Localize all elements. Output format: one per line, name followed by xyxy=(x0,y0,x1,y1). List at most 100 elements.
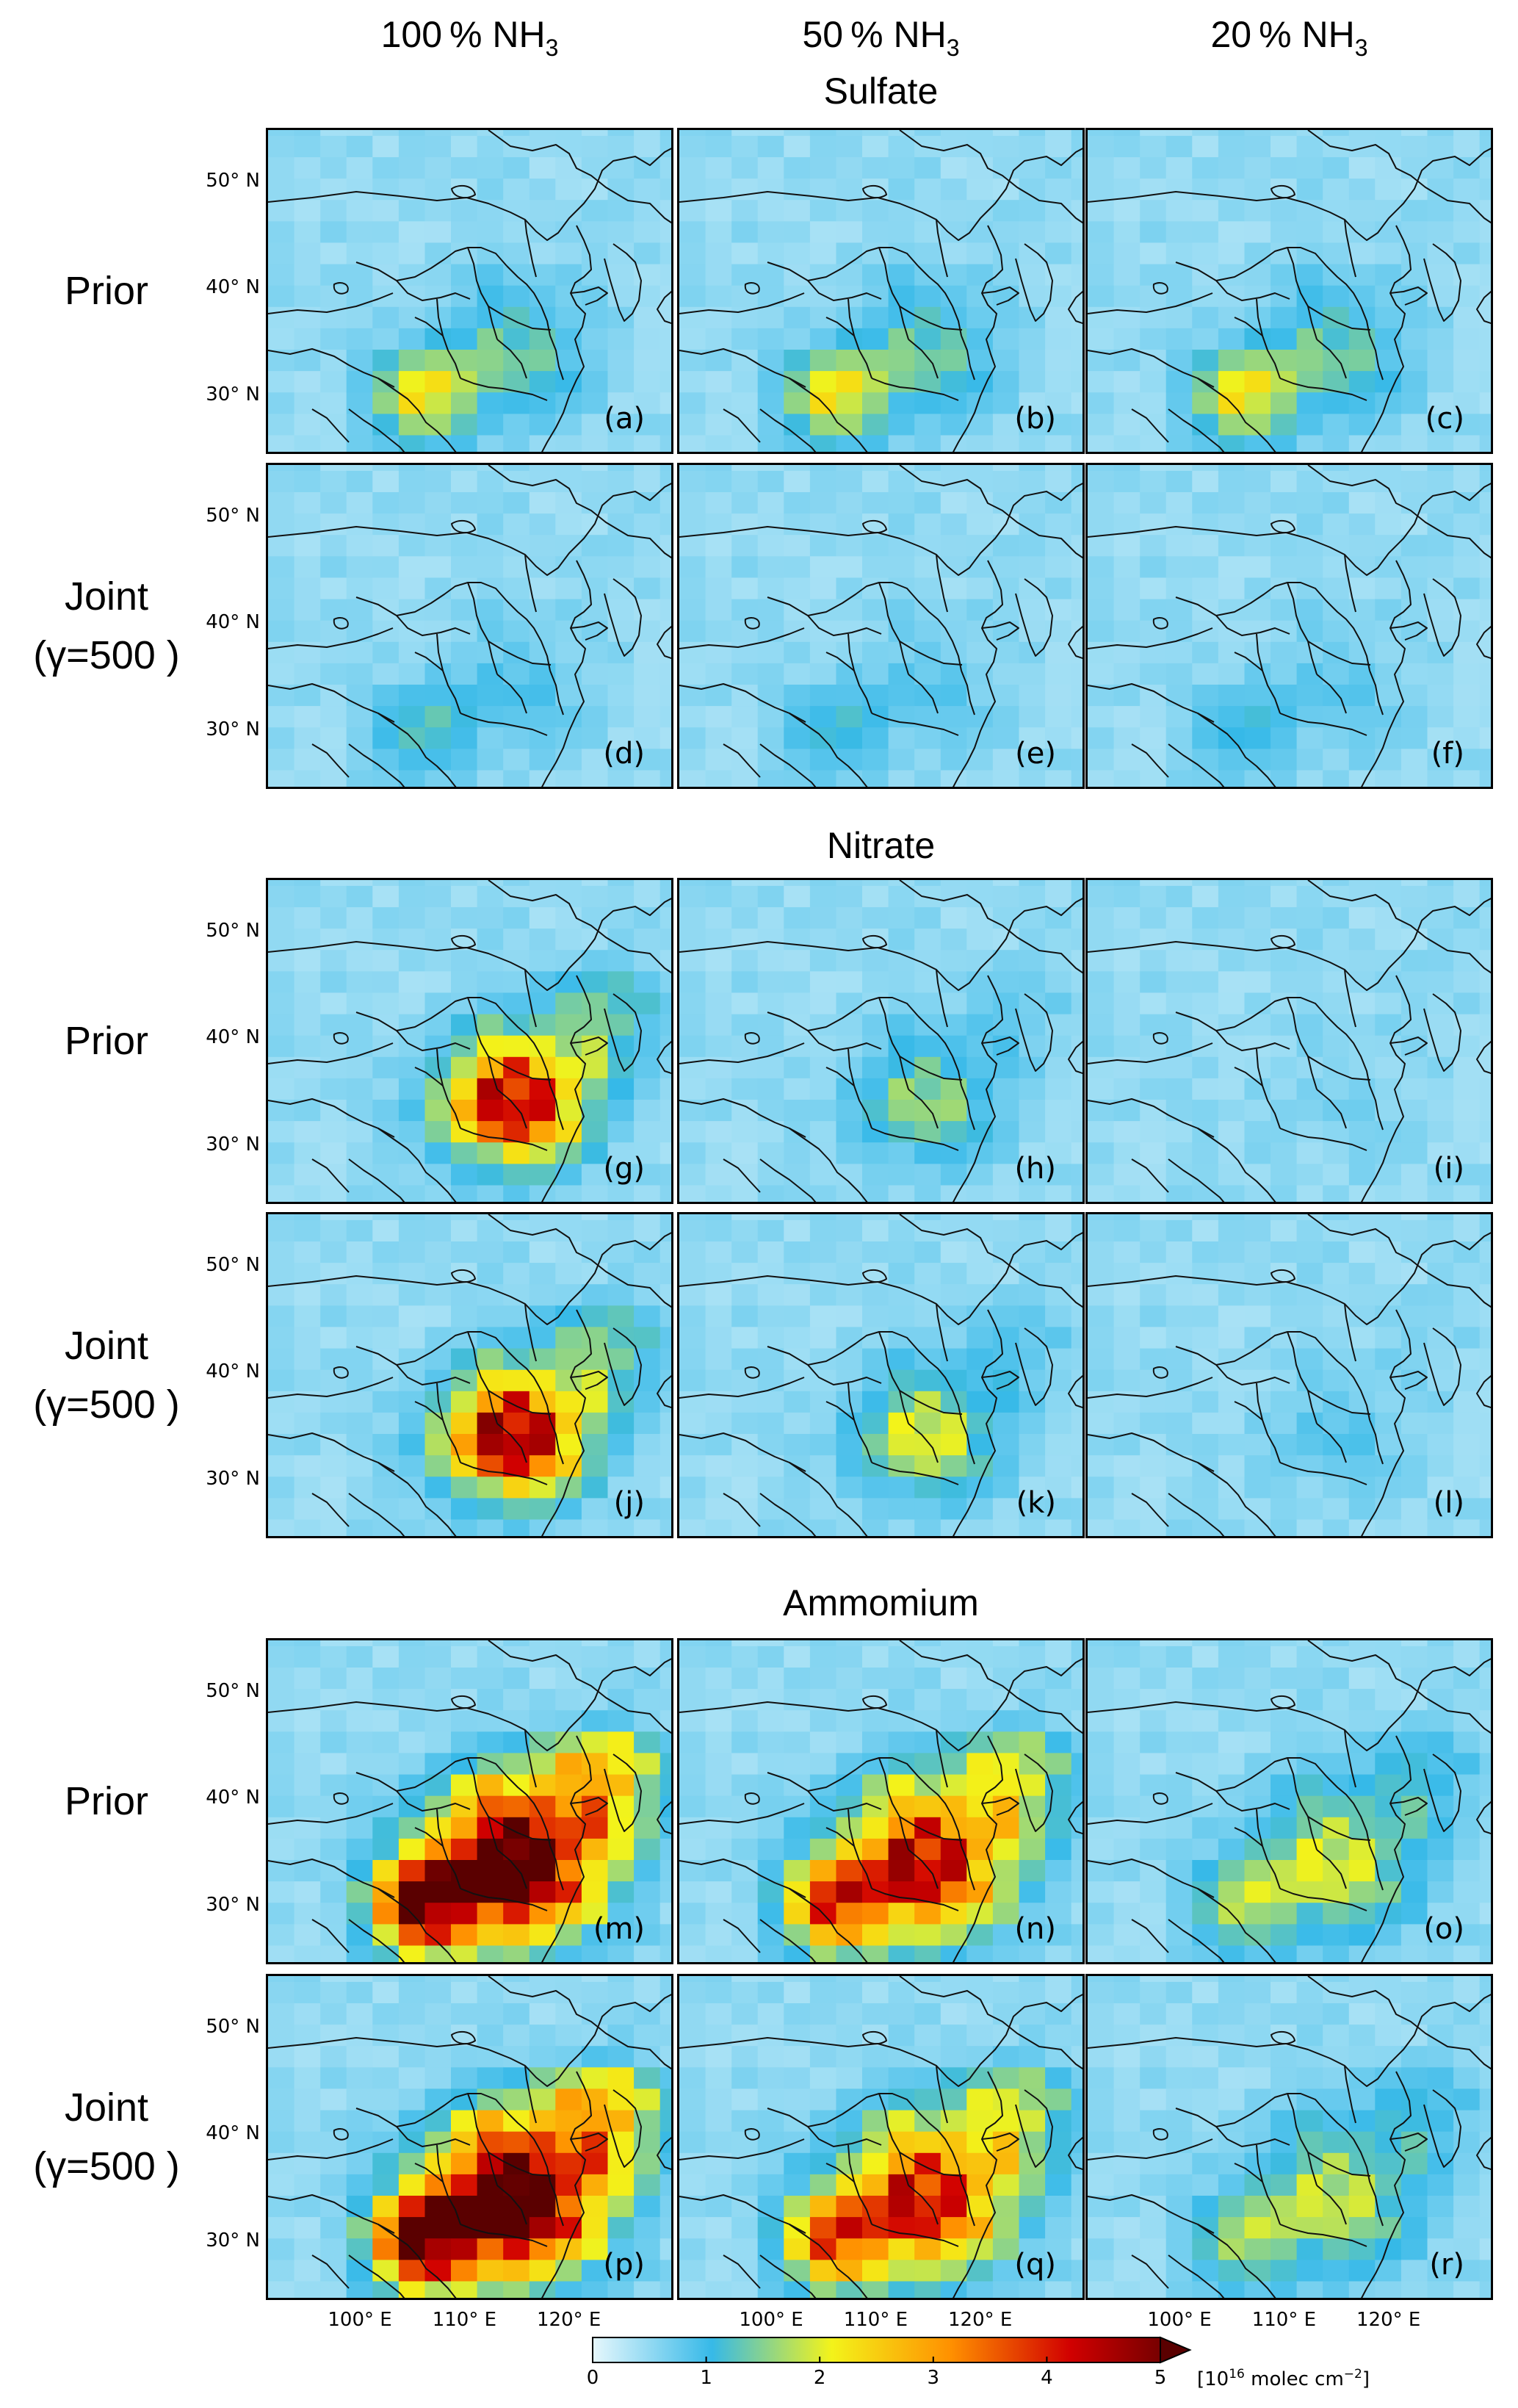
map-border-line xyxy=(807,2093,919,2127)
grid-cell xyxy=(888,1976,915,1982)
grid-cell xyxy=(477,285,504,307)
grid-cell xyxy=(1192,1142,1219,1164)
grid-cell xyxy=(1071,220,1083,243)
column-header-subscript: 3 xyxy=(545,35,559,61)
grid-cell xyxy=(503,1241,530,1264)
map-border-line xyxy=(451,1269,476,1283)
map-border-line xyxy=(524,219,537,278)
grid-cell xyxy=(555,928,582,951)
grid-cell xyxy=(451,1944,478,1962)
grid-cell xyxy=(529,513,556,536)
grid-cell xyxy=(1165,1056,1193,1078)
grid-cell xyxy=(268,1902,295,1925)
grid-cell xyxy=(679,1035,706,1057)
grid-cell xyxy=(784,1640,811,1646)
grid-cell xyxy=(634,2216,661,2239)
grid-cell xyxy=(555,1214,582,1220)
map-border-line xyxy=(436,1809,461,1889)
grid-cell xyxy=(1218,1214,1246,1220)
grid-cell xyxy=(1045,1688,1072,1711)
grid-cell xyxy=(679,1667,706,1690)
grid-cell xyxy=(451,599,478,621)
grid-cell xyxy=(1192,1817,1219,1839)
grid-cell xyxy=(1045,885,1072,907)
grid-cell xyxy=(992,1640,1020,1646)
grid-cell xyxy=(451,1774,478,1796)
grid-cell xyxy=(1453,328,1481,350)
grid-cell xyxy=(503,1184,530,1202)
grid-cell xyxy=(1453,264,1481,286)
grid-cell xyxy=(888,2174,915,2196)
map-border-line xyxy=(1476,1800,1491,1835)
grid-cell xyxy=(1296,748,1323,771)
grid-cell xyxy=(346,434,373,452)
map-border-line xyxy=(1326,1349,1370,1421)
grid-cell xyxy=(477,1859,504,1882)
map-border-line xyxy=(1279,1128,1367,1151)
grid-cell xyxy=(581,470,609,492)
grid-cell xyxy=(1165,1795,1193,1817)
grid-cell xyxy=(1192,949,1219,972)
map-border-line xyxy=(1088,1042,1213,1064)
grid-cell xyxy=(1453,663,1481,685)
grid-cell xyxy=(992,1518,1020,1536)
grid-cell xyxy=(451,1640,478,1646)
grid-cell xyxy=(1296,285,1323,307)
grid-cell xyxy=(888,1078,915,1100)
grid-cell xyxy=(607,220,635,243)
map-border-line xyxy=(1307,306,1371,331)
grid-cell xyxy=(1071,2280,1083,2298)
grid-cell xyxy=(705,1518,732,1536)
grid-cell xyxy=(268,1283,295,1306)
grid-cell xyxy=(1271,1391,1298,1413)
grid-cell xyxy=(1140,2003,1167,2025)
grid-cell xyxy=(581,1120,609,1143)
grid-cell xyxy=(1427,1476,1454,1499)
grid-cell xyxy=(1479,748,1491,771)
map-border-line xyxy=(1088,683,1215,723)
grid-cell xyxy=(659,1923,671,1946)
grid-cell xyxy=(607,555,635,578)
grid-cell xyxy=(607,1731,635,1753)
grid-cell xyxy=(503,1433,530,1456)
grid-cell xyxy=(966,1412,994,1434)
grid-cell xyxy=(809,2003,837,2025)
grid-cell xyxy=(503,1078,530,1100)
map-border-line xyxy=(1279,713,1367,736)
grid-cell xyxy=(503,2003,530,2025)
grid-cell xyxy=(477,1923,504,1946)
grid-cell xyxy=(992,2259,1020,2282)
grid-cell xyxy=(1113,328,1141,350)
map-panel-o: (o) xyxy=(1085,1638,1493,1964)
grid-cell xyxy=(1271,1640,1298,1646)
grid-cell xyxy=(679,1944,706,1962)
grid-cell xyxy=(731,465,759,471)
grid-cell xyxy=(529,156,556,179)
grid-cell xyxy=(268,1881,295,1903)
grid-cell xyxy=(1323,2195,1350,2218)
grid-cell xyxy=(731,1981,759,2003)
grid-cell xyxy=(1400,1099,1428,1122)
grid-cell xyxy=(320,2238,347,2260)
grid-cell xyxy=(940,1035,967,1057)
grid-cell xyxy=(451,2152,478,2174)
grid-cell xyxy=(581,1640,609,1646)
grid-cell xyxy=(424,1774,452,1796)
grid-cell xyxy=(372,2238,400,2260)
grid-cell xyxy=(836,2280,863,2298)
grid-cell xyxy=(1453,599,1481,621)
grid-cell xyxy=(581,1078,609,1100)
grid-cell xyxy=(294,1099,321,1122)
grid-cell xyxy=(607,1645,635,1668)
grid-cell xyxy=(555,285,582,307)
grid-cell xyxy=(1192,928,1219,951)
grid-cell xyxy=(1400,1433,1428,1456)
grid-cell xyxy=(659,135,671,157)
grid-cell xyxy=(705,2195,732,2218)
map-border-line xyxy=(488,465,671,559)
grid-cell xyxy=(581,1283,609,1306)
grid-cell xyxy=(1045,242,1072,264)
map-border-line xyxy=(789,2224,868,2298)
grid-cell xyxy=(1140,1454,1167,1477)
grid-cell xyxy=(268,513,295,536)
